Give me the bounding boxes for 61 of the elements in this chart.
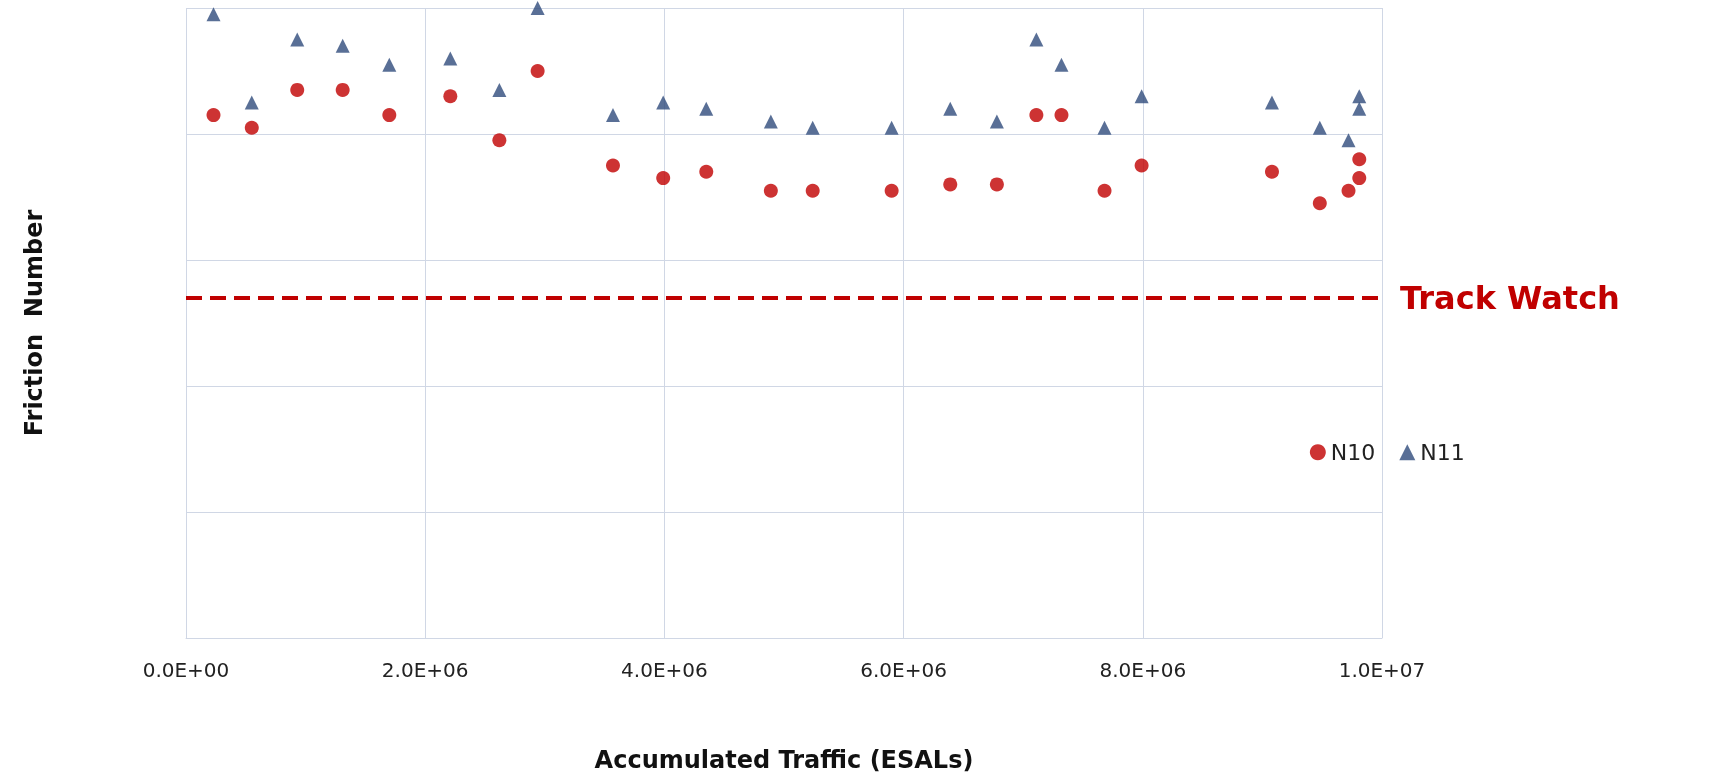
x-tick-label: 2.0E+06 <box>381 658 469 682</box>
point <box>1341 183 1356 198</box>
point <box>1352 101 1367 116</box>
point <box>989 114 1004 129</box>
x-tick-label: 4.0E+06 <box>621 658 708 682</box>
point <box>884 120 899 135</box>
point <box>1134 89 1149 104</box>
point <box>699 164 714 179</box>
point <box>943 177 958 192</box>
point <box>763 114 778 129</box>
point <box>1312 196 1327 211</box>
point <box>805 183 820 198</box>
point <box>335 82 350 97</box>
point <box>244 95 259 110</box>
point <box>290 82 305 97</box>
point <box>1054 108 1069 123</box>
point <box>443 51 458 66</box>
x-axis-title: Accumulated Traffic (ESALs) <box>594 746 974 774</box>
legend-label: N11 <box>1420 439 1465 465</box>
point <box>1264 95 1279 110</box>
point <box>1029 32 1044 47</box>
point <box>1352 89 1367 104</box>
x-tick-label: 0.0E+00 <box>142 658 230 682</box>
ref-line-label: Track Watch <box>1400 278 1620 317</box>
point <box>492 82 507 97</box>
point <box>1312 120 1327 135</box>
point <box>530 1 545 15</box>
point <box>605 158 620 173</box>
point <box>943 101 958 116</box>
point <box>763 183 778 198</box>
x-tick-label: 6.0E+06 <box>860 658 947 682</box>
point <box>699 101 714 116</box>
point <box>656 95 671 110</box>
point <box>1029 108 1044 123</box>
point <box>1352 152 1367 167</box>
point <box>382 108 397 123</box>
y-axis-title: Friction Number <box>20 209 48 437</box>
legend-label: N10 <box>1330 439 1376 465</box>
x-tick-label: 1.0E+07 <box>1338 658 1426 682</box>
point <box>492 133 507 148</box>
point <box>656 171 671 186</box>
point <box>443 89 458 104</box>
point <box>1134 158 1149 173</box>
point <box>1264 164 1279 179</box>
point <box>805 120 820 135</box>
x-tick-label: 8.0E+06 <box>1099 658 1187 682</box>
point <box>1341 133 1356 148</box>
point <box>244 120 259 135</box>
point <box>1097 183 1112 198</box>
point <box>290 32 305 47</box>
point <box>335 38 350 53</box>
point <box>1054 57 1069 72</box>
point <box>382 57 397 72</box>
point <box>530 64 545 78</box>
point <box>206 108 221 123</box>
point <box>605 108 620 123</box>
point <box>884 183 899 198</box>
point <box>1097 120 1112 135</box>
point <box>206 7 221 22</box>
point <box>989 177 1004 192</box>
point <box>1352 171 1367 186</box>
